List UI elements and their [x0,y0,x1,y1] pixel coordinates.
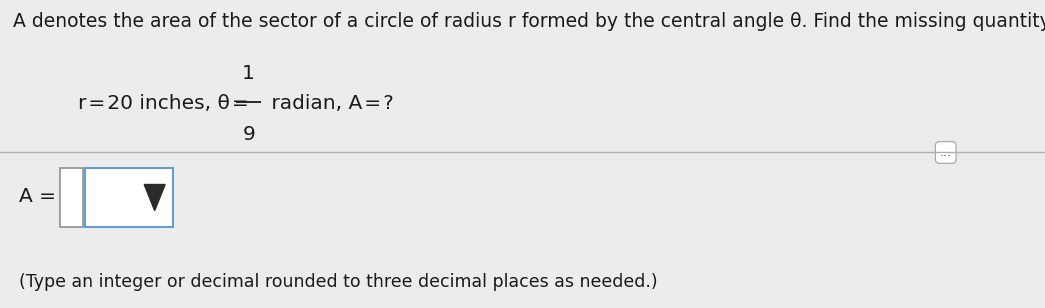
Text: 9: 9 [242,125,255,144]
Bar [60,168,83,227]
Polygon shape [144,184,165,211]
Text: A =: A = [19,187,55,205]
Text: 1: 1 [242,64,255,83]
Bar [85,168,173,227]
Text: radian, A = ?: radian, A = ? [265,94,394,113]
Text: A denotes the area of the sector of a circle of radius r formed by the central a: A denotes the area of the sector of a ci… [13,12,1045,31]
Text: r = 20 inches, θ =: r = 20 inches, θ = [78,94,251,113]
Text: (Type an integer or decimal rounded to three decimal places as needed.): (Type an integer or decimal rounded to t… [19,273,657,290]
Text: ...: ... [939,146,952,159]
